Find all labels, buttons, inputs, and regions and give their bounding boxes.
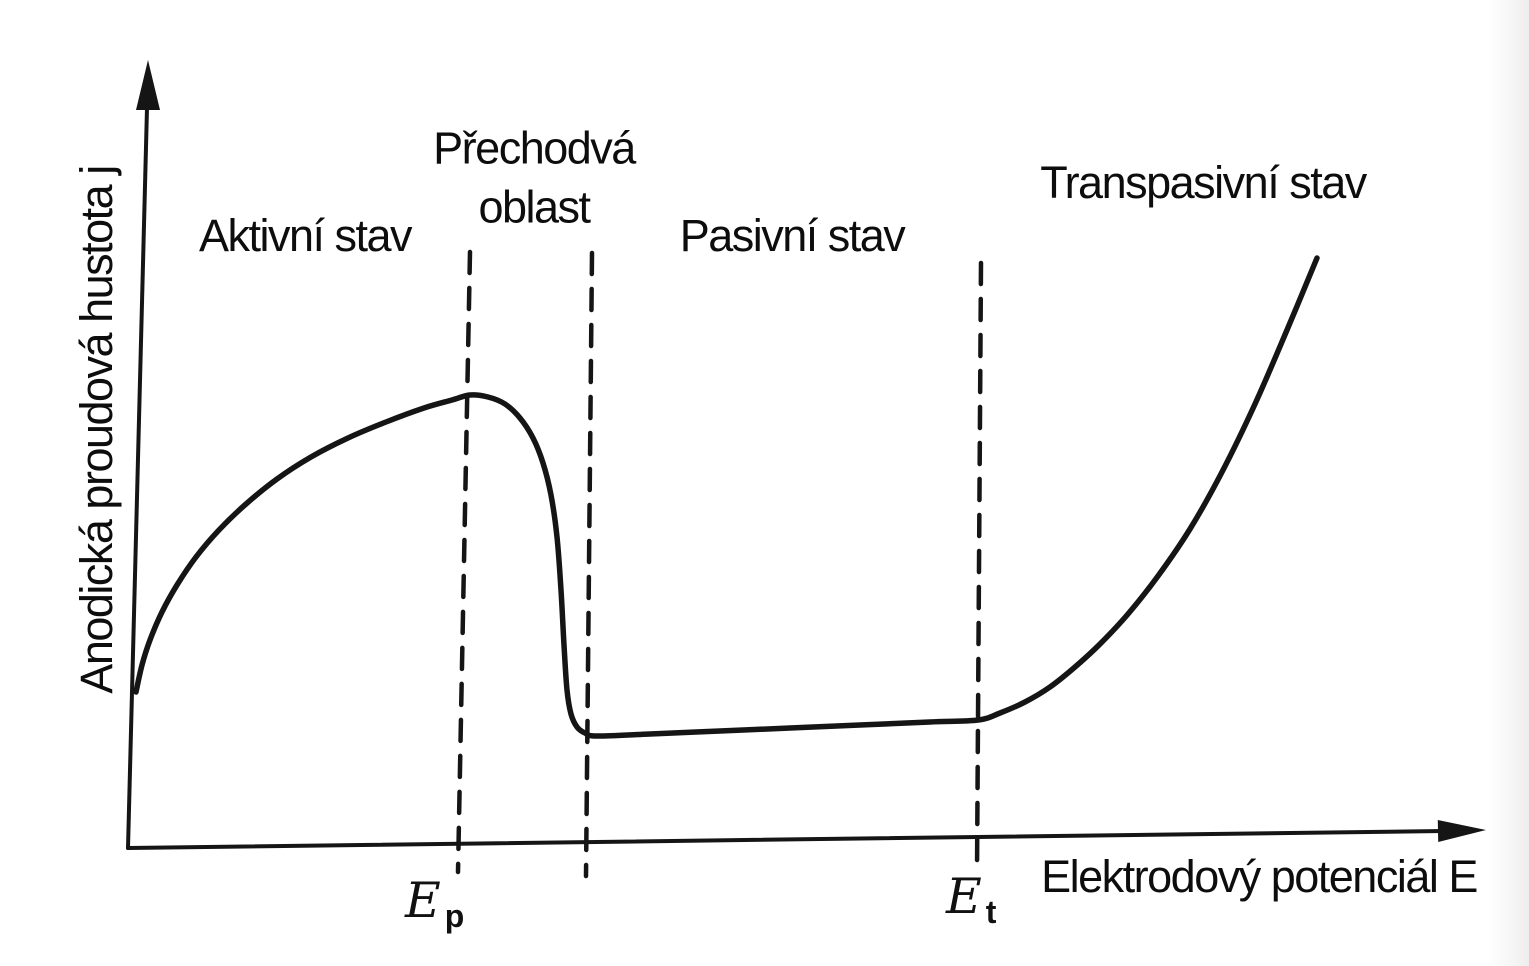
dashed-boundary-line-2	[583, 250, 595, 879]
dashed-boundary-line-1	[455, 249, 473, 875]
ep-symbol: E	[405, 872, 441, 929]
x-axis	[126, 829, 1446, 850]
region-label-prechodva-oblast: Přechodvá oblast	[433, 122, 636, 233]
y-axis	[126, 106, 149, 850]
ep-subscript: p	[444, 898, 465, 934]
region-label-pasivni-stav: Pasivní stav	[679, 209, 906, 261]
region-label-transpasivni-stav: Transpasivní stav	[1040, 156, 1367, 208]
x-axis-arrowhead	[1437, 820, 1486, 842]
dashed-boundary-line-3	[974, 260, 984, 875]
et-subscript: t	[985, 894, 997, 930]
et-symbol: E	[946, 868, 982, 925]
y-axis-label: Anodická proudová hustota j	[70, 166, 122, 694]
anodic-polarization-curve	[133, 255, 1320, 739]
x-axis-label: Elektrodový potenciál E	[1041, 850, 1478, 902]
y-axis-arrowhead	[136, 60, 160, 110]
region-label-aktivni-stav: Aktivní stav	[198, 209, 413, 261]
